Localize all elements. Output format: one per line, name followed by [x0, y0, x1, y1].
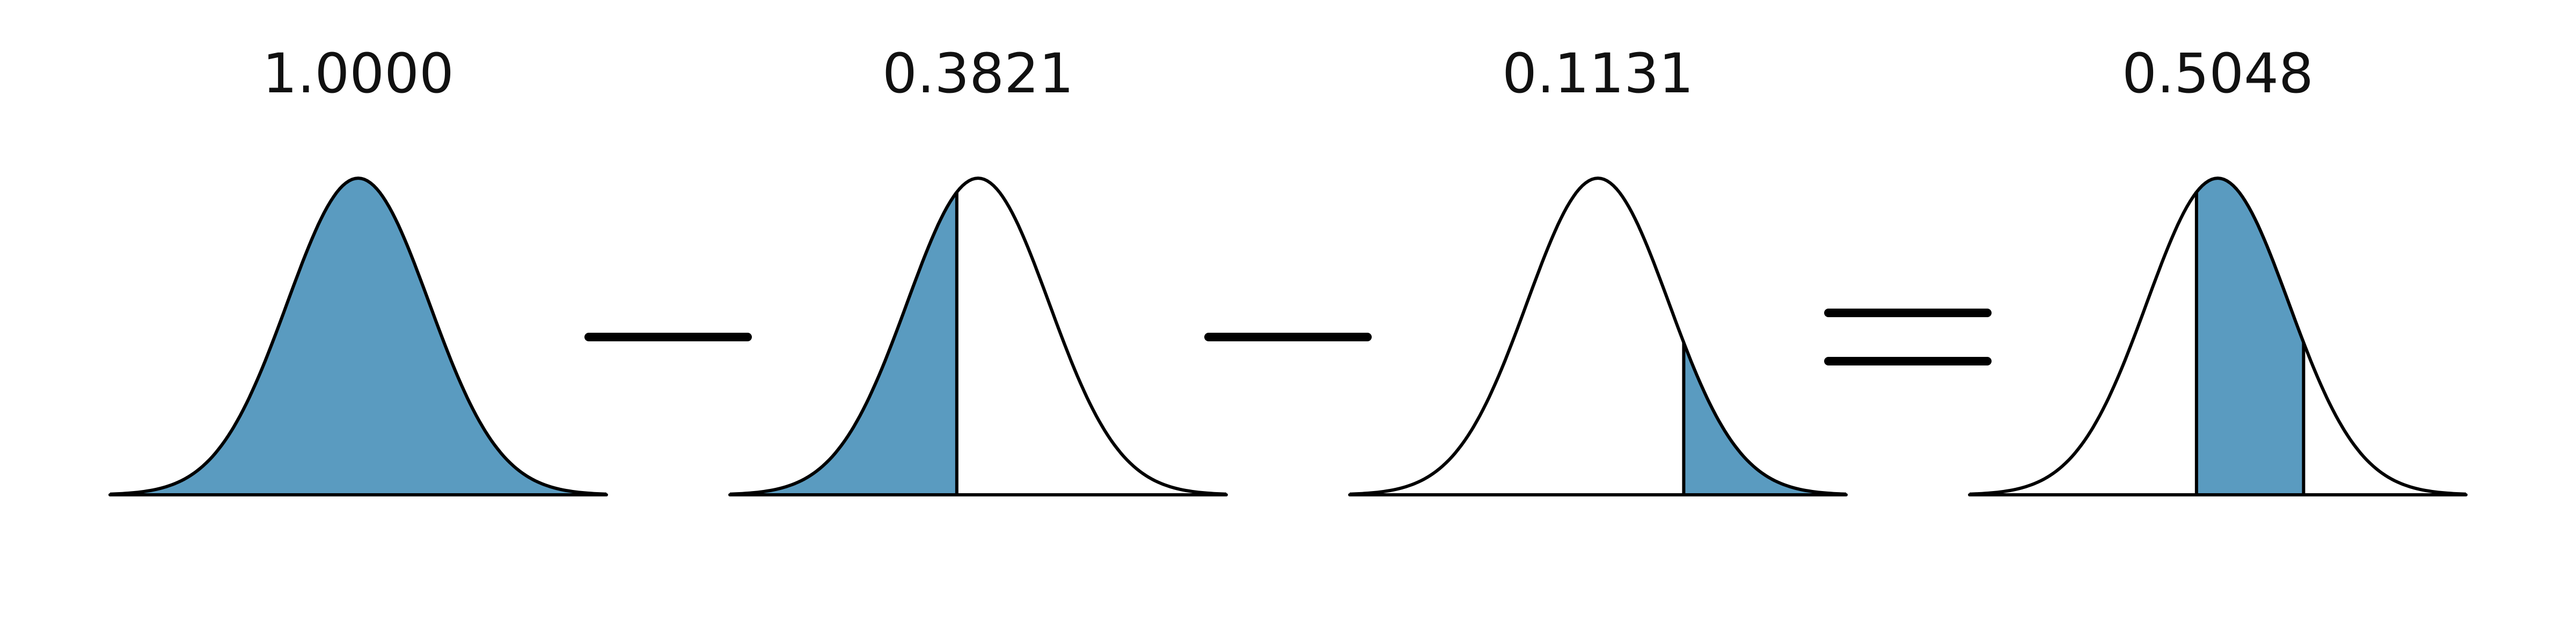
- shaded-region-right-tail: [1684, 342, 1846, 495]
- shaded-region-middle: [2196, 178, 2304, 495]
- panel-middle-area: 0.5048: [1968, 42, 2468, 496]
- shaded-region-total: [110, 178, 606, 495]
- normal-curve-middle: [1969, 177, 2467, 496]
- cut-lines-middle: [2194, 192, 2306, 495]
- equals-sign: [1824, 309, 1992, 365]
- normal-curve-total: [109, 177, 607, 496]
- panel-left-tail: 0.3821: [728, 42, 1228, 496]
- normal-curve-left-tail: [729, 177, 1227, 496]
- panel-right-tail: 0.1131: [1348, 42, 1848, 496]
- probability-label-right-tail: 0.1131: [1502, 42, 1694, 106]
- panel-total-area: 1.0000: [108, 42, 608, 496]
- probability-label-middle: 0.5048: [2122, 42, 2314, 106]
- normal-curve-right-tail: [1349, 177, 1847, 496]
- probability-label-total: 1.0000: [262, 42, 454, 106]
- probability-label-left-tail: 0.3821: [882, 42, 1074, 106]
- shaded-region-left-tail: [730, 192, 957, 495]
